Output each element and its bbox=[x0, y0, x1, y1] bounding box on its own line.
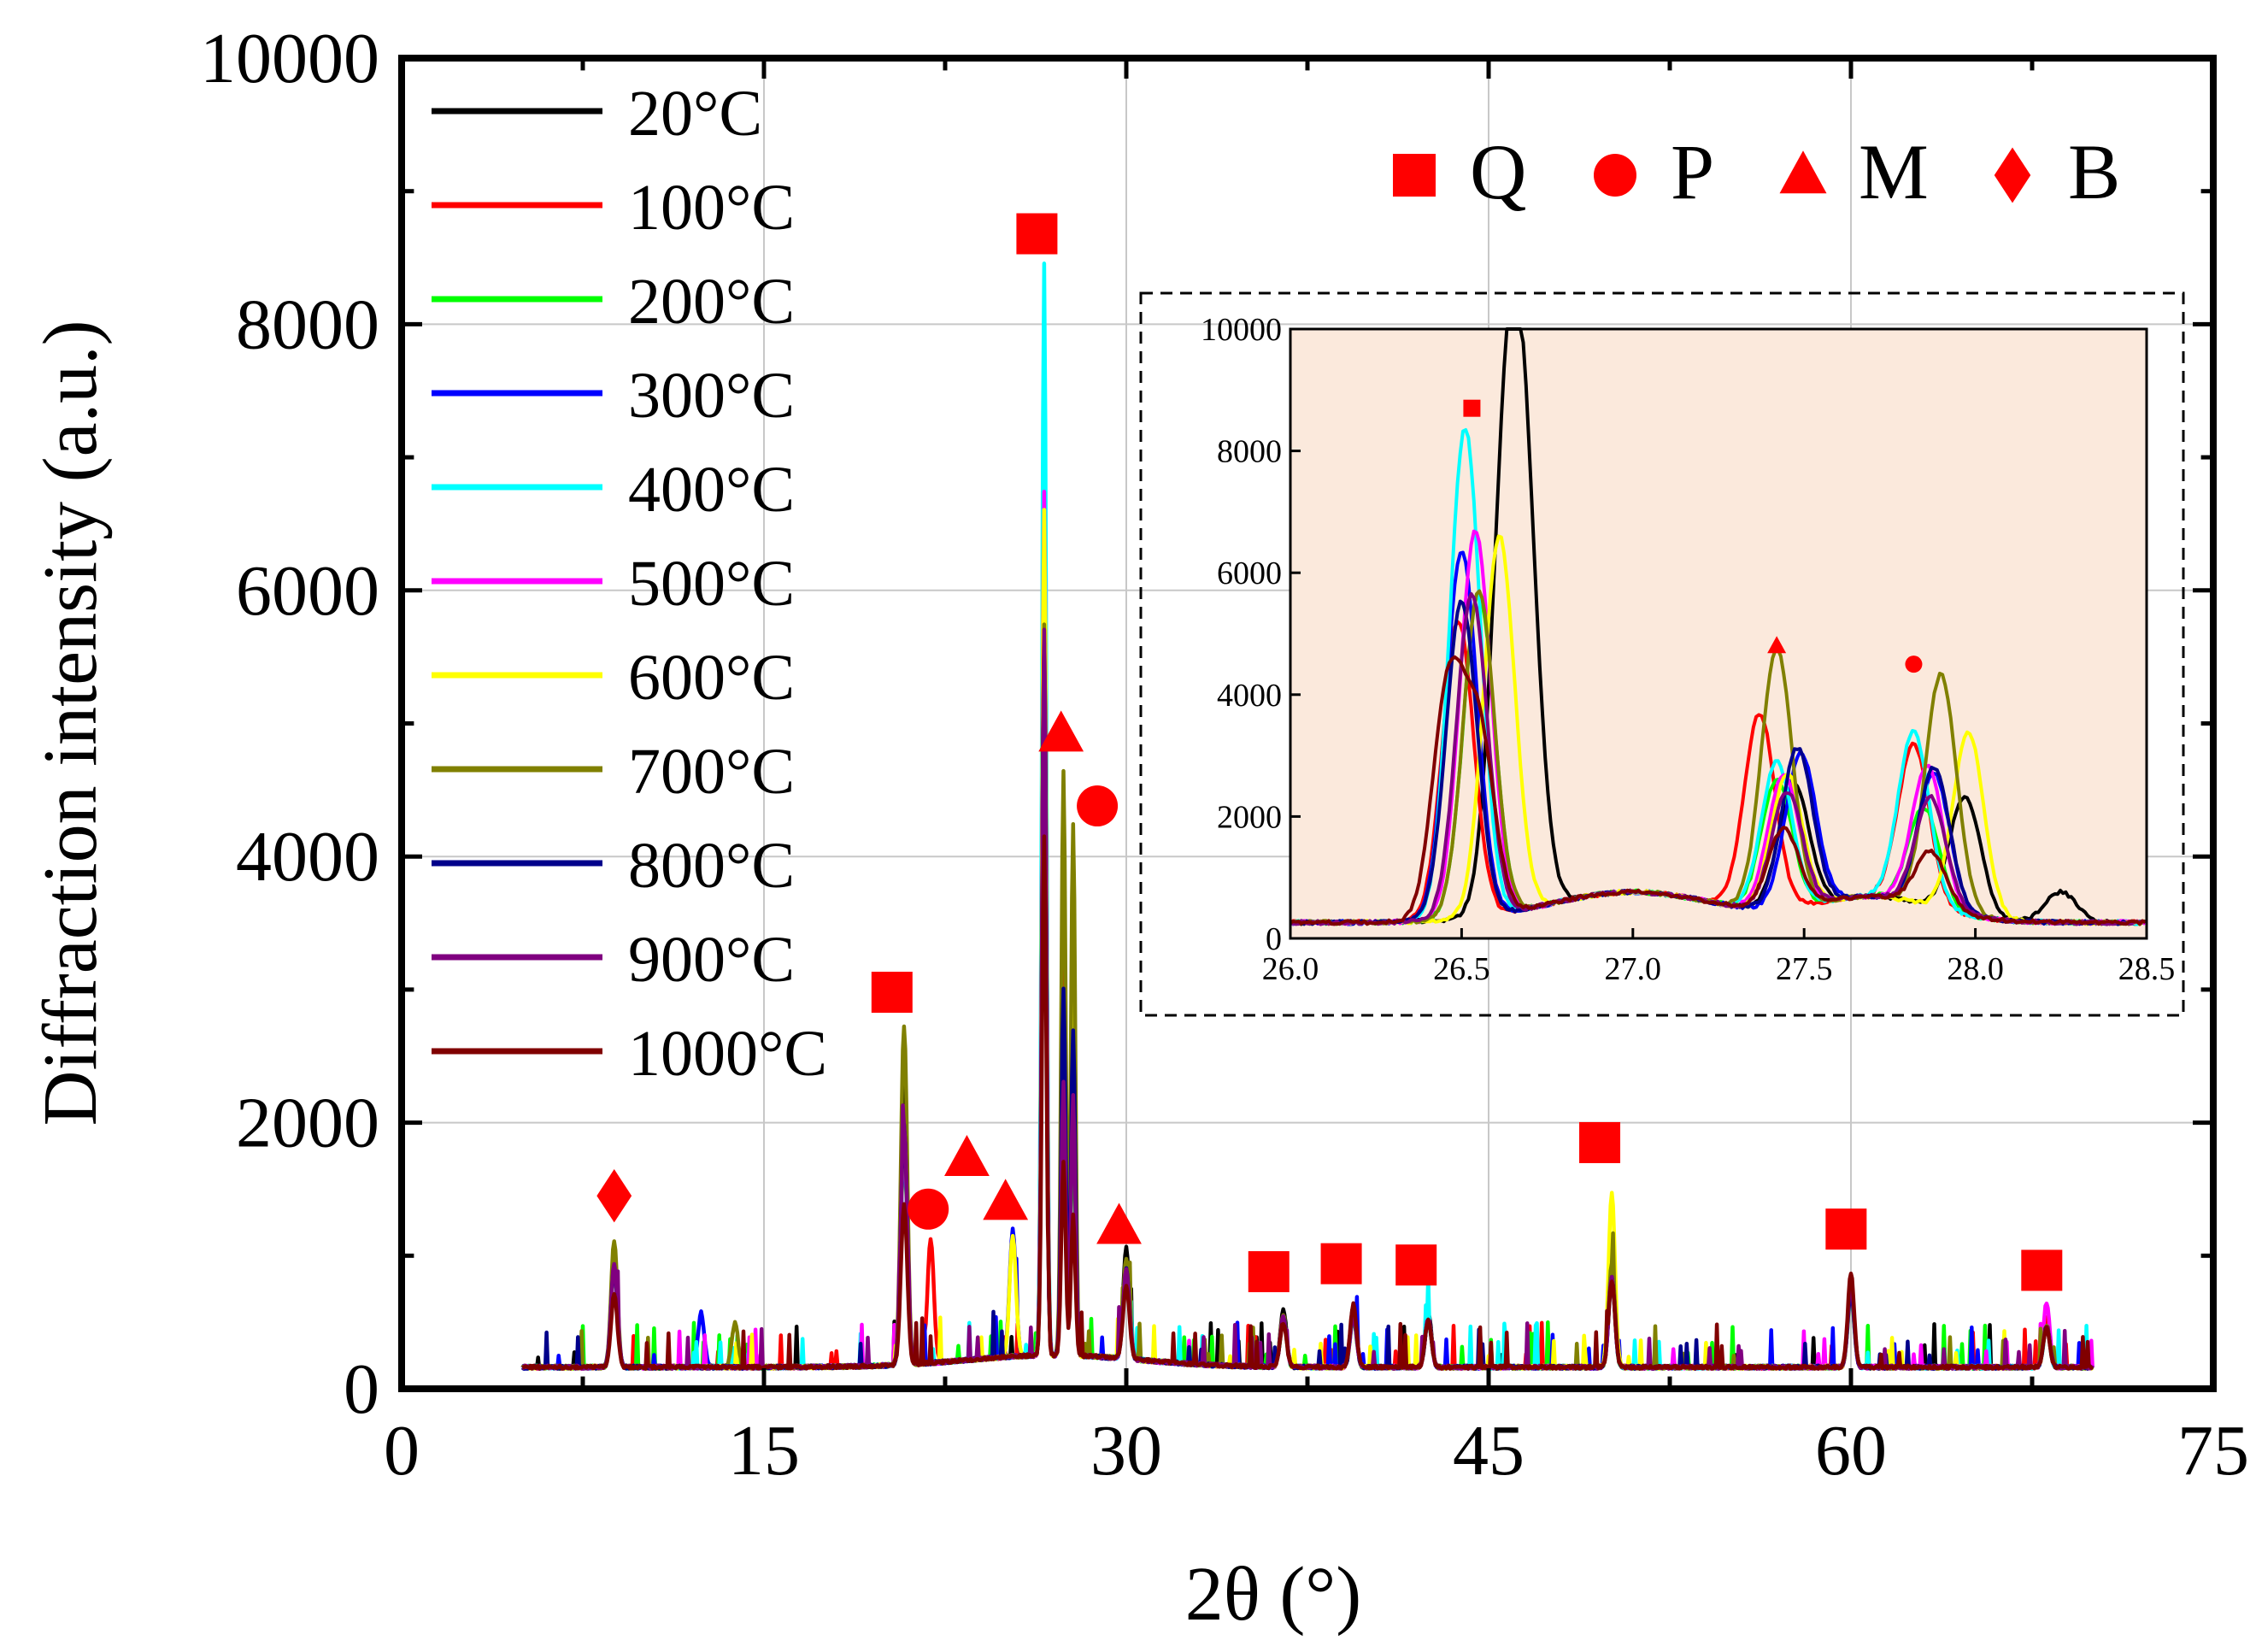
phase-marker-square-icon bbox=[1395, 1244, 1437, 1286]
phase-marker-square-icon bbox=[1320, 1243, 1362, 1285]
legend-label: 500°C bbox=[628, 548, 795, 620]
x-axis-title: 2θ (°) bbox=[1185, 1552, 1362, 1637]
phase-marker-square-icon bbox=[1579, 1121, 1621, 1163]
phase-legend-label: Q bbox=[1470, 128, 1526, 215]
inset-x-tick-label: 26.5 bbox=[1433, 951, 1490, 987]
phase-legend-label: P bbox=[1671, 128, 1714, 215]
phase-marker-triangle-icon bbox=[944, 1135, 990, 1177]
legend-label: 1000°C bbox=[628, 1018, 827, 1090]
inset-x-tick-label: 26.0 bbox=[1262, 951, 1319, 987]
y-tick-label: 8000 bbox=[236, 285, 379, 364]
legend-entry: 1000°C bbox=[432, 1018, 827, 1090]
inset-phase-marker-circle-icon bbox=[1905, 656, 1923, 673]
phase-legend-triangle-icon bbox=[1779, 150, 1827, 194]
inset-phase-markers bbox=[1463, 399, 1923, 673]
y-tick-label: 10000 bbox=[200, 19, 379, 98]
phase-legend-diamond-icon bbox=[1994, 147, 2031, 203]
x-tick-label: 60 bbox=[1815, 1411, 1887, 1490]
x-tick-label: 45 bbox=[1453, 1411, 1525, 1490]
inset-series-group bbox=[1289, 327, 2147, 926]
phase-legend-label: M bbox=[1859, 128, 1929, 215]
inset-y-tick-label: 4000 bbox=[1217, 678, 1282, 714]
inset-phase-marker-triangle-icon bbox=[1767, 636, 1787, 654]
legend-label: 800°C bbox=[628, 830, 795, 902]
y-tick-label: 6000 bbox=[236, 551, 379, 631]
legend-label: 20°C bbox=[628, 78, 762, 150]
y-tick-label: 4000 bbox=[236, 817, 379, 897]
x-tick-labels: 0 15 30 45 60 75 bbox=[384, 1411, 2249, 1490]
inset-plot-background bbox=[1290, 329, 2147, 938]
legend-label: 900°C bbox=[628, 924, 795, 996]
phase-marker-square-icon bbox=[1016, 213, 1058, 255]
legend-entry: 900°C bbox=[432, 924, 795, 996]
phase-marker-square-icon bbox=[1248, 1250, 1290, 1292]
main-series-group bbox=[520, 262, 2094, 1371]
inset-series-line bbox=[1289, 655, 2147, 926]
phase-legend-circle-icon bbox=[1594, 154, 1636, 197]
phase-marker-triangle-icon bbox=[1096, 1202, 1142, 1244]
inset-y-tick-label: 8000 bbox=[1217, 434, 1282, 470]
legend-label: 100°C bbox=[628, 172, 795, 244]
phase-marker-circle-icon bbox=[1077, 785, 1119, 827]
inset-x-tick-label: 27.5 bbox=[1776, 951, 1833, 987]
y-tick-label: 0 bbox=[344, 1349, 379, 1429]
legend-label: 300°C bbox=[628, 360, 795, 432]
legend-label: 700°C bbox=[628, 736, 795, 808]
x-tick-label: 15 bbox=[728, 1411, 800, 1490]
main-ticks bbox=[399, 56, 2216, 1391]
inset-ticks: 26.0 26.5 27.0 27.5 28.0 28.5 0 2000 4000 6000 800… bbox=[1201, 312, 2175, 987]
phase-legend-square-icon bbox=[1393, 154, 1436, 197]
inset-x-tick-label: 28.5 bbox=[2118, 951, 2176, 987]
inset-y-tick-label: 0 bbox=[1266, 921, 1282, 957]
y-tick-label: 2000 bbox=[236, 1084, 379, 1163]
inset-plot-frame bbox=[1289, 327, 2148, 940]
legend-label: 200°C bbox=[628, 266, 795, 338]
legend-entry: 300°C bbox=[432, 360, 795, 432]
legend-label: 400°C bbox=[628, 454, 795, 526]
phase-marker-circle-icon bbox=[908, 1188, 949, 1230]
legend-entry: 800°C bbox=[432, 830, 795, 902]
phase-marker-triangle-icon bbox=[983, 1179, 1029, 1220]
phase-legend-entry: B bbox=[1994, 128, 2120, 215]
inset-x-tick-label: 28.0 bbox=[1947, 951, 2004, 987]
x-tick-label: 75 bbox=[2177, 1411, 2249, 1490]
phase-markers bbox=[596, 213, 2063, 1292]
phase-legend-entry: M bbox=[1779, 128, 1929, 215]
y-axis-title: Diffraction intensity (a.u.) bbox=[28, 320, 113, 1126]
y-tick-labels: 0 2000 4000 6000 8000 10000 bbox=[200, 19, 379, 1429]
phase-marker-square-icon bbox=[2021, 1249, 2063, 1291]
series-legend: 20°C 100°C 200°C 300°C 400°C 500°C 600°C 700°C 8… bbox=[432, 78, 827, 1090]
x-tick-label: 0 bbox=[384, 1411, 420, 1490]
phase-marker-triangle-icon bbox=[1038, 710, 1084, 752]
phase-legend-label: B bbox=[2068, 128, 2120, 215]
inset-x-tick-label: 27.0 bbox=[1605, 951, 1662, 987]
inset-chart: 26.0 26.5 27.0 27.5 28.0 28.5 0 2000 4000 6000 800… bbox=[1139, 291, 2185, 1017]
legend-entry: 600°C bbox=[432, 642, 795, 714]
legend-entry: 200°C bbox=[432, 266, 795, 338]
legend-label: 600°C bbox=[628, 642, 795, 714]
phase-marker-diamond-icon bbox=[596, 1169, 632, 1223]
phase-marker-square-icon bbox=[1825, 1208, 1867, 1250]
legend-entry: 700°C bbox=[432, 736, 795, 808]
inset-dashed-frame bbox=[1139, 291, 2185, 1017]
phase-legend-entry: Q bbox=[1393, 128, 1526, 215]
legend-entry: 100°C bbox=[432, 172, 795, 244]
inset-y-tick-label: 10000 bbox=[1201, 312, 1282, 348]
legend-entry: 500°C bbox=[432, 548, 795, 620]
legend-entry: 20°C bbox=[432, 78, 762, 150]
inset-y-tick-label: 6000 bbox=[1217, 556, 1282, 591]
legend-entry: 400°C bbox=[432, 454, 795, 526]
phase-marker-square-icon bbox=[871, 972, 913, 1014]
inset-phase-marker-square-icon bbox=[1463, 399, 1481, 417]
x-tick-label: 30 bbox=[1090, 1411, 1162, 1490]
inset-y-tick-label: 2000 bbox=[1217, 799, 1282, 835]
series-line bbox=[521, 834, 2094, 1371]
phase-legend-entry: P bbox=[1594, 128, 1714, 215]
